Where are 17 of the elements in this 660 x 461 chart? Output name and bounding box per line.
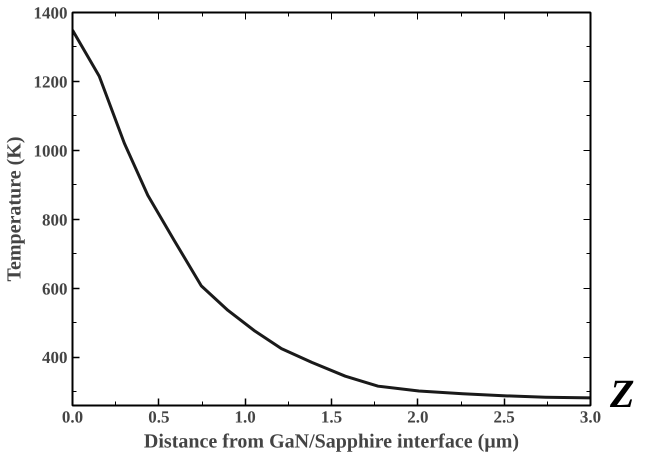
y-tick-label: 400 (42, 348, 68, 368)
x-tick-label: 3.0 (580, 408, 602, 426)
y-tick-label: 600 (42, 279, 68, 298)
x-tick-label: 2.0 (407, 408, 428, 426)
y-tick-label: 1200 (34, 72, 68, 92)
x-tick-label: 1.5 (320, 408, 342, 426)
x-axis-title: Distance from GaN/Sapphire interface (µm) (144, 430, 520, 452)
y-tick-label: 800 (42, 210, 68, 230)
y-axis-title: Temperature (K) (4, 136, 26, 282)
text: Z (610, 370, 634, 418)
x-tick-label: 0.0 (62, 408, 84, 426)
x-tick-label: 2.5 (494, 408, 515, 426)
y-tick-label: 1400 (34, 4, 68, 22)
y-tick-label: 1000 (34, 141, 68, 160)
x-tick-label: 0.5 (148, 408, 170, 426)
line-series (72, 28, 590, 400)
x-tick-label: 1.0 (234, 408, 256, 426)
